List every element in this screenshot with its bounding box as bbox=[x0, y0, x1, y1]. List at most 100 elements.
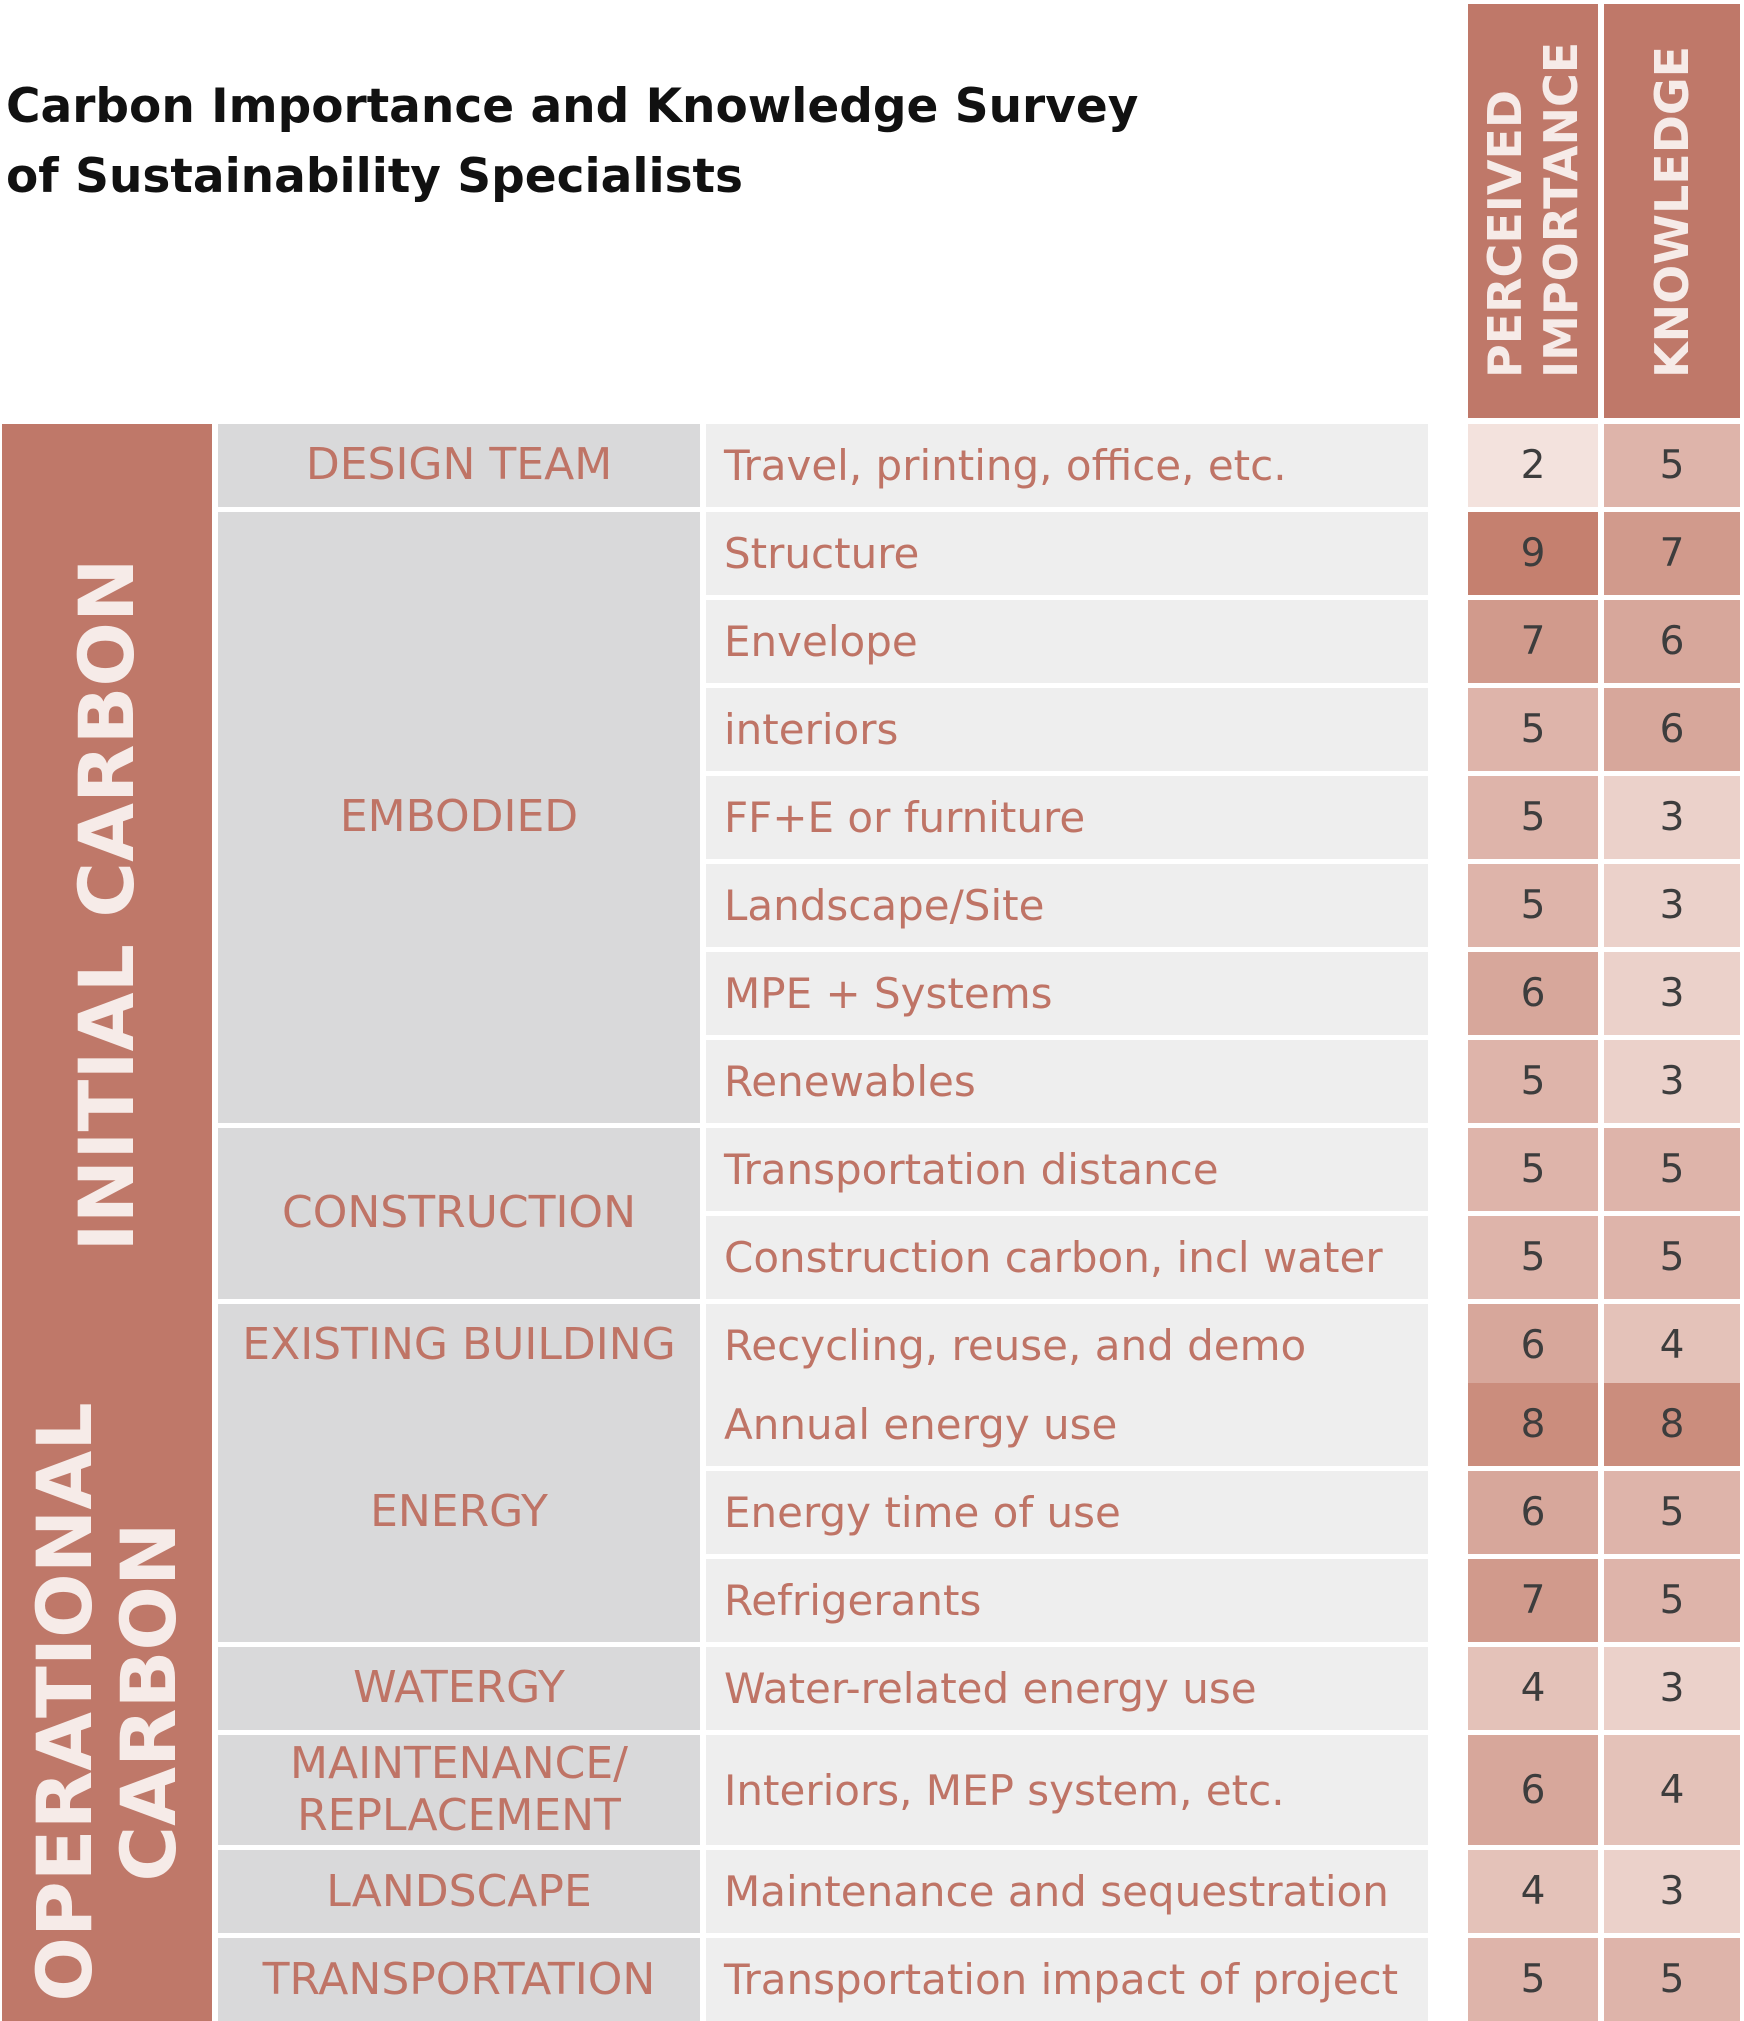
knowledge-value: 3 bbox=[1604, 1647, 1740, 1730]
importance-value-text: 8 bbox=[1520, 1401, 1546, 1447]
item-label: Water-related energy use bbox=[724, 1663, 1257, 1713]
item-label: Transportation impact of project bbox=[724, 1955, 1399, 2005]
knowledge-value-text: 6 bbox=[1659, 706, 1685, 752]
item-row-label: Water-related energy use bbox=[706, 1647, 1428, 1730]
importance-value-text: 6 bbox=[1520, 970, 1546, 1016]
category-label: EXISTING BUILDING bbox=[242, 1319, 675, 1371]
importance-value-text: 5 bbox=[1520, 794, 1546, 840]
importance-value-text: 5 bbox=[1520, 1058, 1546, 1104]
category-cell: EMBODIED bbox=[218, 512, 700, 1123]
column-header-label: PERCEIVED IMPORTANCE bbox=[1477, 42, 1588, 378]
knowledge-value: 5 bbox=[1604, 1471, 1740, 1554]
category-label: MAINTENANCE/REPLACEMENT bbox=[290, 1738, 628, 1842]
knowledge-value-text: 3 bbox=[1659, 1869, 1685, 1915]
knowledge-value: 5 bbox=[1604, 1216, 1740, 1299]
importance-value: 6 bbox=[1468, 952, 1598, 1035]
item-label: Maintenance and sequestration bbox=[724, 1867, 1389, 1917]
category-label-line: TRANSPORTATION bbox=[262, 1953, 656, 2005]
importance-value-text: 6 bbox=[1520, 1489, 1546, 1535]
category-label-line: LANDSCAPE bbox=[326, 1865, 592, 1917]
importance-value: 8 bbox=[1468, 1383, 1598, 1466]
knowledge-value-text: 5 bbox=[1659, 1234, 1685, 1280]
importance-value-text: 6 bbox=[1520, 1767, 1546, 1813]
group-label-line: OPERATIONAL bbox=[20, 1402, 109, 2002]
knowledge-value: 5 bbox=[1604, 1559, 1740, 1642]
item-row-label: Recycling, reuse, and demo bbox=[706, 1304, 1428, 1387]
category-label: CONSTRUCTION bbox=[282, 1187, 636, 1239]
category-label: EMBODIED bbox=[340, 791, 578, 843]
item-label: Energy time of use bbox=[724, 1487, 1121, 1537]
knowledge-value: 3 bbox=[1604, 1040, 1740, 1123]
knowledge-value-text: 7 bbox=[1659, 530, 1685, 576]
importance-value: 4 bbox=[1468, 1850, 1598, 1933]
importance-value: 5 bbox=[1468, 864, 1598, 947]
knowledge-value: 3 bbox=[1604, 864, 1740, 947]
knowledge-value-text: 3 bbox=[1659, 970, 1685, 1016]
category-label: DESIGN TEAM bbox=[306, 439, 612, 491]
item-row-label: Transportation distance bbox=[706, 1128, 1428, 1211]
item-row-label: Refrigerants bbox=[706, 1559, 1428, 1642]
importance-value: 4 bbox=[1468, 1647, 1598, 1730]
importance-value: 5 bbox=[1468, 688, 1598, 771]
column-header-line: KNOWLEDGE bbox=[1645, 45, 1699, 378]
item-label: Annual energy use bbox=[724, 1399, 1118, 1449]
knowledge-value-text: 3 bbox=[1659, 1058, 1685, 1104]
category-cell: ENERGY bbox=[218, 1383, 700, 1642]
item-row-label: Transportation impact of project bbox=[706, 1938, 1428, 2021]
item-row-label: Renewables bbox=[706, 1040, 1428, 1123]
category-label-line: EMBODIED bbox=[339, 791, 579, 843]
knowledge-value: 5 bbox=[1604, 1938, 1740, 2021]
importance-value-text: 4 bbox=[1520, 1869, 1546, 1915]
knowledge-value: 6 bbox=[1604, 688, 1740, 771]
column-header-line: IMPORTANCE bbox=[1534, 41, 1588, 378]
category-cell: CONSTRUCTION bbox=[218, 1128, 700, 1299]
knowledge-value-text: 5 bbox=[1659, 1489, 1685, 1535]
item-label: interiors bbox=[724, 704, 899, 754]
category-cell: LANDSCAPE bbox=[218, 1850, 700, 1933]
category-label-line: MAINTENANCE/ bbox=[290, 1738, 628, 1789]
column-header-line: PERCEIVED bbox=[1478, 89, 1532, 378]
knowledge-value-text: 5 bbox=[1659, 442, 1685, 488]
knowledge-value: 4 bbox=[1604, 1304, 1740, 1387]
importance-value-text: 7 bbox=[1520, 1577, 1546, 1623]
item-label: Construction carbon, incl water bbox=[724, 1232, 1383, 1282]
category-label-line: EXISTING BUILDING bbox=[242, 1319, 676, 1371]
category-label: LANDSCAPE bbox=[326, 1866, 592, 1918]
importance-value: 5 bbox=[1468, 1938, 1598, 2021]
knowledge-value: 8 bbox=[1604, 1383, 1740, 1466]
importance-value: 9 bbox=[1468, 512, 1598, 595]
item-row-label: Landscape/Site bbox=[706, 864, 1428, 947]
importance-value-text: 7 bbox=[1520, 618, 1546, 664]
item-label: Transportation distance bbox=[724, 1144, 1219, 1194]
item-row-label: MPE + Systems bbox=[706, 952, 1428, 1035]
importance-value-text: 6 bbox=[1520, 1322, 1546, 1368]
importance-value: 6 bbox=[1468, 1735, 1598, 1845]
item-row-label: Construction carbon, incl water bbox=[706, 1216, 1428, 1299]
column-header-knowledge: KNOWLEDGE bbox=[1604, 4, 1740, 418]
item-label: Travel, printing, office, etc. bbox=[724, 440, 1287, 490]
group-label-line: CARBON bbox=[104, 1522, 193, 1882]
chart-title: Carbon Importance and Knowledge Survey o… bbox=[6, 72, 1138, 212]
importance-value-text: 9 bbox=[1520, 530, 1546, 576]
category-label-line: CONSTRUCTION bbox=[282, 1187, 636, 1239]
group-label: OPERATIONAL CARBON bbox=[20, 1402, 193, 2002]
knowledge-value-text: 5 bbox=[1659, 1146, 1685, 1192]
importance-value-text: 5 bbox=[1520, 1146, 1546, 1192]
knowledge-value: 3 bbox=[1604, 952, 1740, 1035]
category-cell: WATERGY bbox=[218, 1647, 700, 1730]
knowledge-value: 3 bbox=[1604, 1850, 1740, 1933]
knowledge-value-text: 8 bbox=[1659, 1401, 1685, 1447]
category-cell: EXISTING BUILDING bbox=[218, 1304, 700, 1387]
knowledge-value: 5 bbox=[1604, 1128, 1740, 1211]
category-cell: TRANSPORTATION bbox=[218, 1938, 700, 2021]
knowledge-value: 4 bbox=[1604, 1735, 1740, 1845]
knowledge-value-text: 3 bbox=[1659, 1665, 1685, 1711]
knowledge-value-text: 3 bbox=[1659, 794, 1685, 840]
knowledge-value-text: 6 bbox=[1659, 618, 1685, 664]
category-label-line: DESIGN TEAM bbox=[305, 439, 613, 491]
category-label: TRANSPORTATION bbox=[263, 1954, 656, 2006]
item-label: Recycling, reuse, and demo bbox=[724, 1320, 1307, 1370]
item-row-label: Structure bbox=[706, 512, 1428, 595]
item-row-label: interiors bbox=[706, 688, 1428, 771]
importance-value-text: 5 bbox=[1520, 882, 1546, 928]
